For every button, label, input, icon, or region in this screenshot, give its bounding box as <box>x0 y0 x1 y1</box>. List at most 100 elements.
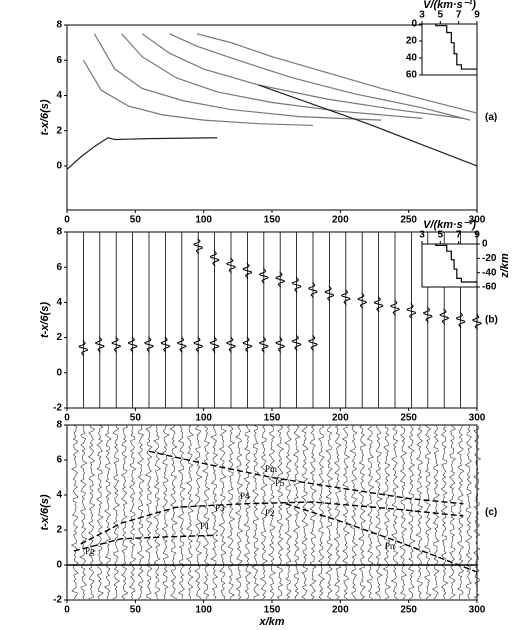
wavelet <box>78 340 89 357</box>
x-tick-label: 200 <box>332 605 349 616</box>
x-tick-label: 0 <box>64 413 70 424</box>
wavelet <box>226 336 236 353</box>
wavelet <box>472 313 482 330</box>
x-tick-label: 7 <box>456 10 462 21</box>
x-tick-label: 200 <box>332 413 349 424</box>
wavelet <box>209 250 220 267</box>
y-tick-label: 2 <box>56 525 62 536</box>
trace <box>202 424 211 600</box>
wavelet <box>259 267 269 285</box>
y-tick-label: 6 <box>56 262 62 273</box>
y-tick-label: 4 <box>56 490 62 501</box>
y-tick-label: 0 <box>482 239 488 250</box>
curve <box>66 137 218 170</box>
x-tick-label: 50 <box>130 605 142 616</box>
trace <box>260 424 268 600</box>
y-tick-label: -20 <box>482 253 497 264</box>
trace <box>218 424 227 600</box>
y-tick-label: 60 <box>406 70 418 81</box>
trace <box>382 424 391 600</box>
wavelet <box>423 306 433 323</box>
x-axis-title: V/(km·s⁻¹) <box>423 219 476 231</box>
curve <box>73 534 218 552</box>
y-tick-label: 6 <box>56 455 62 466</box>
wavelet <box>390 299 400 316</box>
wavelet <box>324 285 335 302</box>
y-tick-label: 40 <box>406 53 418 64</box>
trace <box>210 424 219 600</box>
wavelet <box>259 336 269 353</box>
y-tick-label: 8 <box>56 420 62 431</box>
x-tick-label: 0 <box>64 215 70 226</box>
y-tick-label: 20 <box>406 36 418 47</box>
x-axis-title: V/(km·s⁻¹) <box>423 0 476 11</box>
wavelet <box>341 288 351 306</box>
y-tick-label: -2 <box>53 403 62 414</box>
trace <box>120 424 129 600</box>
y-tick-label: 2 <box>56 332 62 343</box>
trace <box>243 424 252 600</box>
wavelet <box>242 336 253 353</box>
y-tick-label: 2 <box>56 125 62 136</box>
trace <box>112 424 121 600</box>
wavelet <box>291 276 302 293</box>
wavelet <box>373 296 384 313</box>
y-tick-label: 0 <box>56 367 62 378</box>
phase-label: P3 <box>215 503 225 513</box>
trace <box>301 424 309 600</box>
x-tick-label: 100 <box>195 215 212 226</box>
trace <box>358 424 367 600</box>
x-tick-label: 50 <box>130 413 142 424</box>
x-tick-label: 3 <box>419 10 425 21</box>
x-tick-label: 5 <box>438 230 444 241</box>
wavelet <box>439 308 449 325</box>
wavelet <box>308 334 318 352</box>
inset-frame <box>421 23 478 76</box>
phase-label: Pn <box>385 541 395 551</box>
x-tick-label: 3 <box>419 230 425 241</box>
curve <box>285 503 478 573</box>
curve <box>169 33 471 121</box>
trace <box>137 424 145 600</box>
wavelet <box>308 281 318 299</box>
y-tick-label: 6 <box>56 55 62 66</box>
y-tick-label: 4 <box>56 297 62 308</box>
x-axis-title: x/km <box>258 616 284 628</box>
trace <box>448 424 456 600</box>
trace <box>79 424 88 600</box>
y-axis-title: t-x/6(s) <box>39 494 51 530</box>
plot-frame <box>66 231 478 409</box>
trace <box>431 424 440 600</box>
trace <box>194 424 203 600</box>
trace <box>407 424 416 600</box>
x-tick-label: 5 <box>438 10 444 21</box>
trace <box>144 424 153 600</box>
y-tick-label: -2 <box>53 595 62 606</box>
y-tick-label: 0 <box>56 161 62 172</box>
x-tick-label: 50 <box>130 215 142 226</box>
wavelet <box>111 336 121 353</box>
y-tick-label: 0 <box>411 19 417 30</box>
x-tick-label: 300 <box>469 605 486 616</box>
trace <box>128 424 137 600</box>
y-axis-title: t-x/6(s) <box>39 99 51 135</box>
phase-label: P4 <box>240 491 250 501</box>
trace <box>177 424 186 600</box>
x-tick-label: 7 <box>456 230 462 241</box>
trace <box>366 424 375 600</box>
trace <box>235 424 244 600</box>
wavelet <box>226 257 236 274</box>
wavelet <box>406 303 417 320</box>
y-tick-label: 8 <box>56 20 62 31</box>
wavelet <box>177 336 187 353</box>
phase-label: P1 <box>200 521 210 531</box>
trace <box>284 424 292 600</box>
wavelet <box>193 336 203 353</box>
curve <box>80 501 464 545</box>
y-tick-label: 8 <box>56 227 62 238</box>
curve <box>141 33 464 119</box>
wavelet <box>357 292 367 309</box>
curve <box>435 24 477 70</box>
